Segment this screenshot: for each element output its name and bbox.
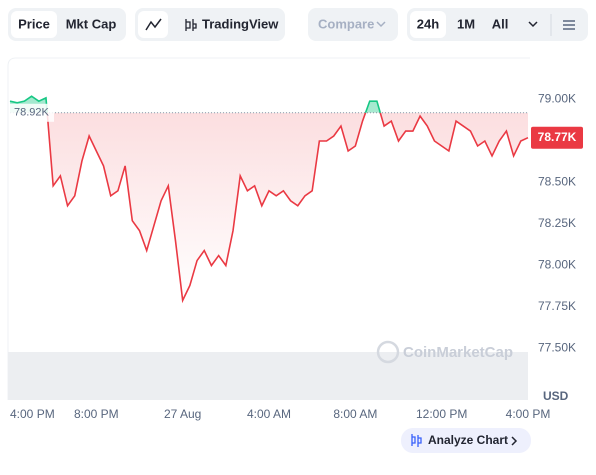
y-tick-label: 77.50K bbox=[538, 341, 576, 355]
chevron bbox=[376, 21, 386, 28]
y-tick-label: 78.25K bbox=[538, 216, 576, 230]
range-1m[interactable]: 1M bbox=[457, 16, 475, 31]
y-tick-label: 78.00K bbox=[538, 258, 576, 272]
analyze-label[interactable]: Analyze Chart bbox=[428, 433, 508, 447]
compare-btn[interactable]: Compare bbox=[318, 16, 374, 31]
price-line-down bbox=[46, 112, 529, 304]
x-tick-label: 8:00 AM bbox=[333, 407, 377, 421]
y-tick-label: 77.75K bbox=[538, 299, 576, 313]
x-tick-label: 12:00 PM bbox=[416, 407, 467, 421]
price-tag-label: 78.77K bbox=[538, 130, 577, 144]
range-all[interactable]: All bbox=[492, 16, 509, 31]
x-tick-label: 27 Aug bbox=[164, 407, 201, 421]
plot-frame bbox=[7, 57, 530, 400]
area-down bbox=[47, 112, 528, 301]
x-tick-label: 4:00 AM bbox=[247, 407, 291, 421]
plot: 78.92K bbox=[9, 95, 529, 304]
chart-type-toggle bbox=[135, 8, 285, 41]
x-tick-label: 8:00 PM bbox=[74, 407, 119, 421]
range-24h[interactable]: 24h bbox=[417, 16, 439, 31]
settings-icon[interactable] bbox=[563, 20, 575, 30]
line-icon bbox=[145, 18, 162, 31]
analyze-icon bbox=[411, 434, 422, 447]
tab-mktcap[interactable]: Mkt Cap bbox=[66, 16, 117, 31]
range-chevron[interactable] bbox=[528, 21, 538, 28]
range-active[interactable] bbox=[410, 11, 446, 38]
tab-active[interactable] bbox=[11, 11, 57, 38]
candle-icon bbox=[185, 19, 197, 31]
reference-label-bg bbox=[10, 103, 54, 122]
analyze-btn[interactable] bbox=[401, 428, 531, 453]
volume-area bbox=[8, 352, 528, 400]
watermark: CoinMarketCap bbox=[403, 344, 513, 361]
tab-price[interactable]: Price bbox=[18, 16, 50, 31]
watermark-logo bbox=[376, 340, 400, 364]
x-tick-label: 4:00 PM bbox=[10, 407, 55, 421]
compare-btn-bg[interactable] bbox=[308, 8, 398, 41]
price-tag bbox=[531, 126, 583, 149]
tradingview-btn[interactable]: TradingView bbox=[202, 16, 279, 31]
analyze-chevron bbox=[511, 436, 518, 446]
range-toggle bbox=[407, 8, 588, 41]
y-tick-label: 79.00K bbox=[538, 92, 576, 106]
x-tick-label: 4:00 PM bbox=[506, 407, 551, 421]
reference-label: 78.92K bbox=[14, 107, 50, 119]
y-tick-label: 78.50K bbox=[538, 175, 576, 189]
currency-label: USD bbox=[543, 389, 569, 403]
